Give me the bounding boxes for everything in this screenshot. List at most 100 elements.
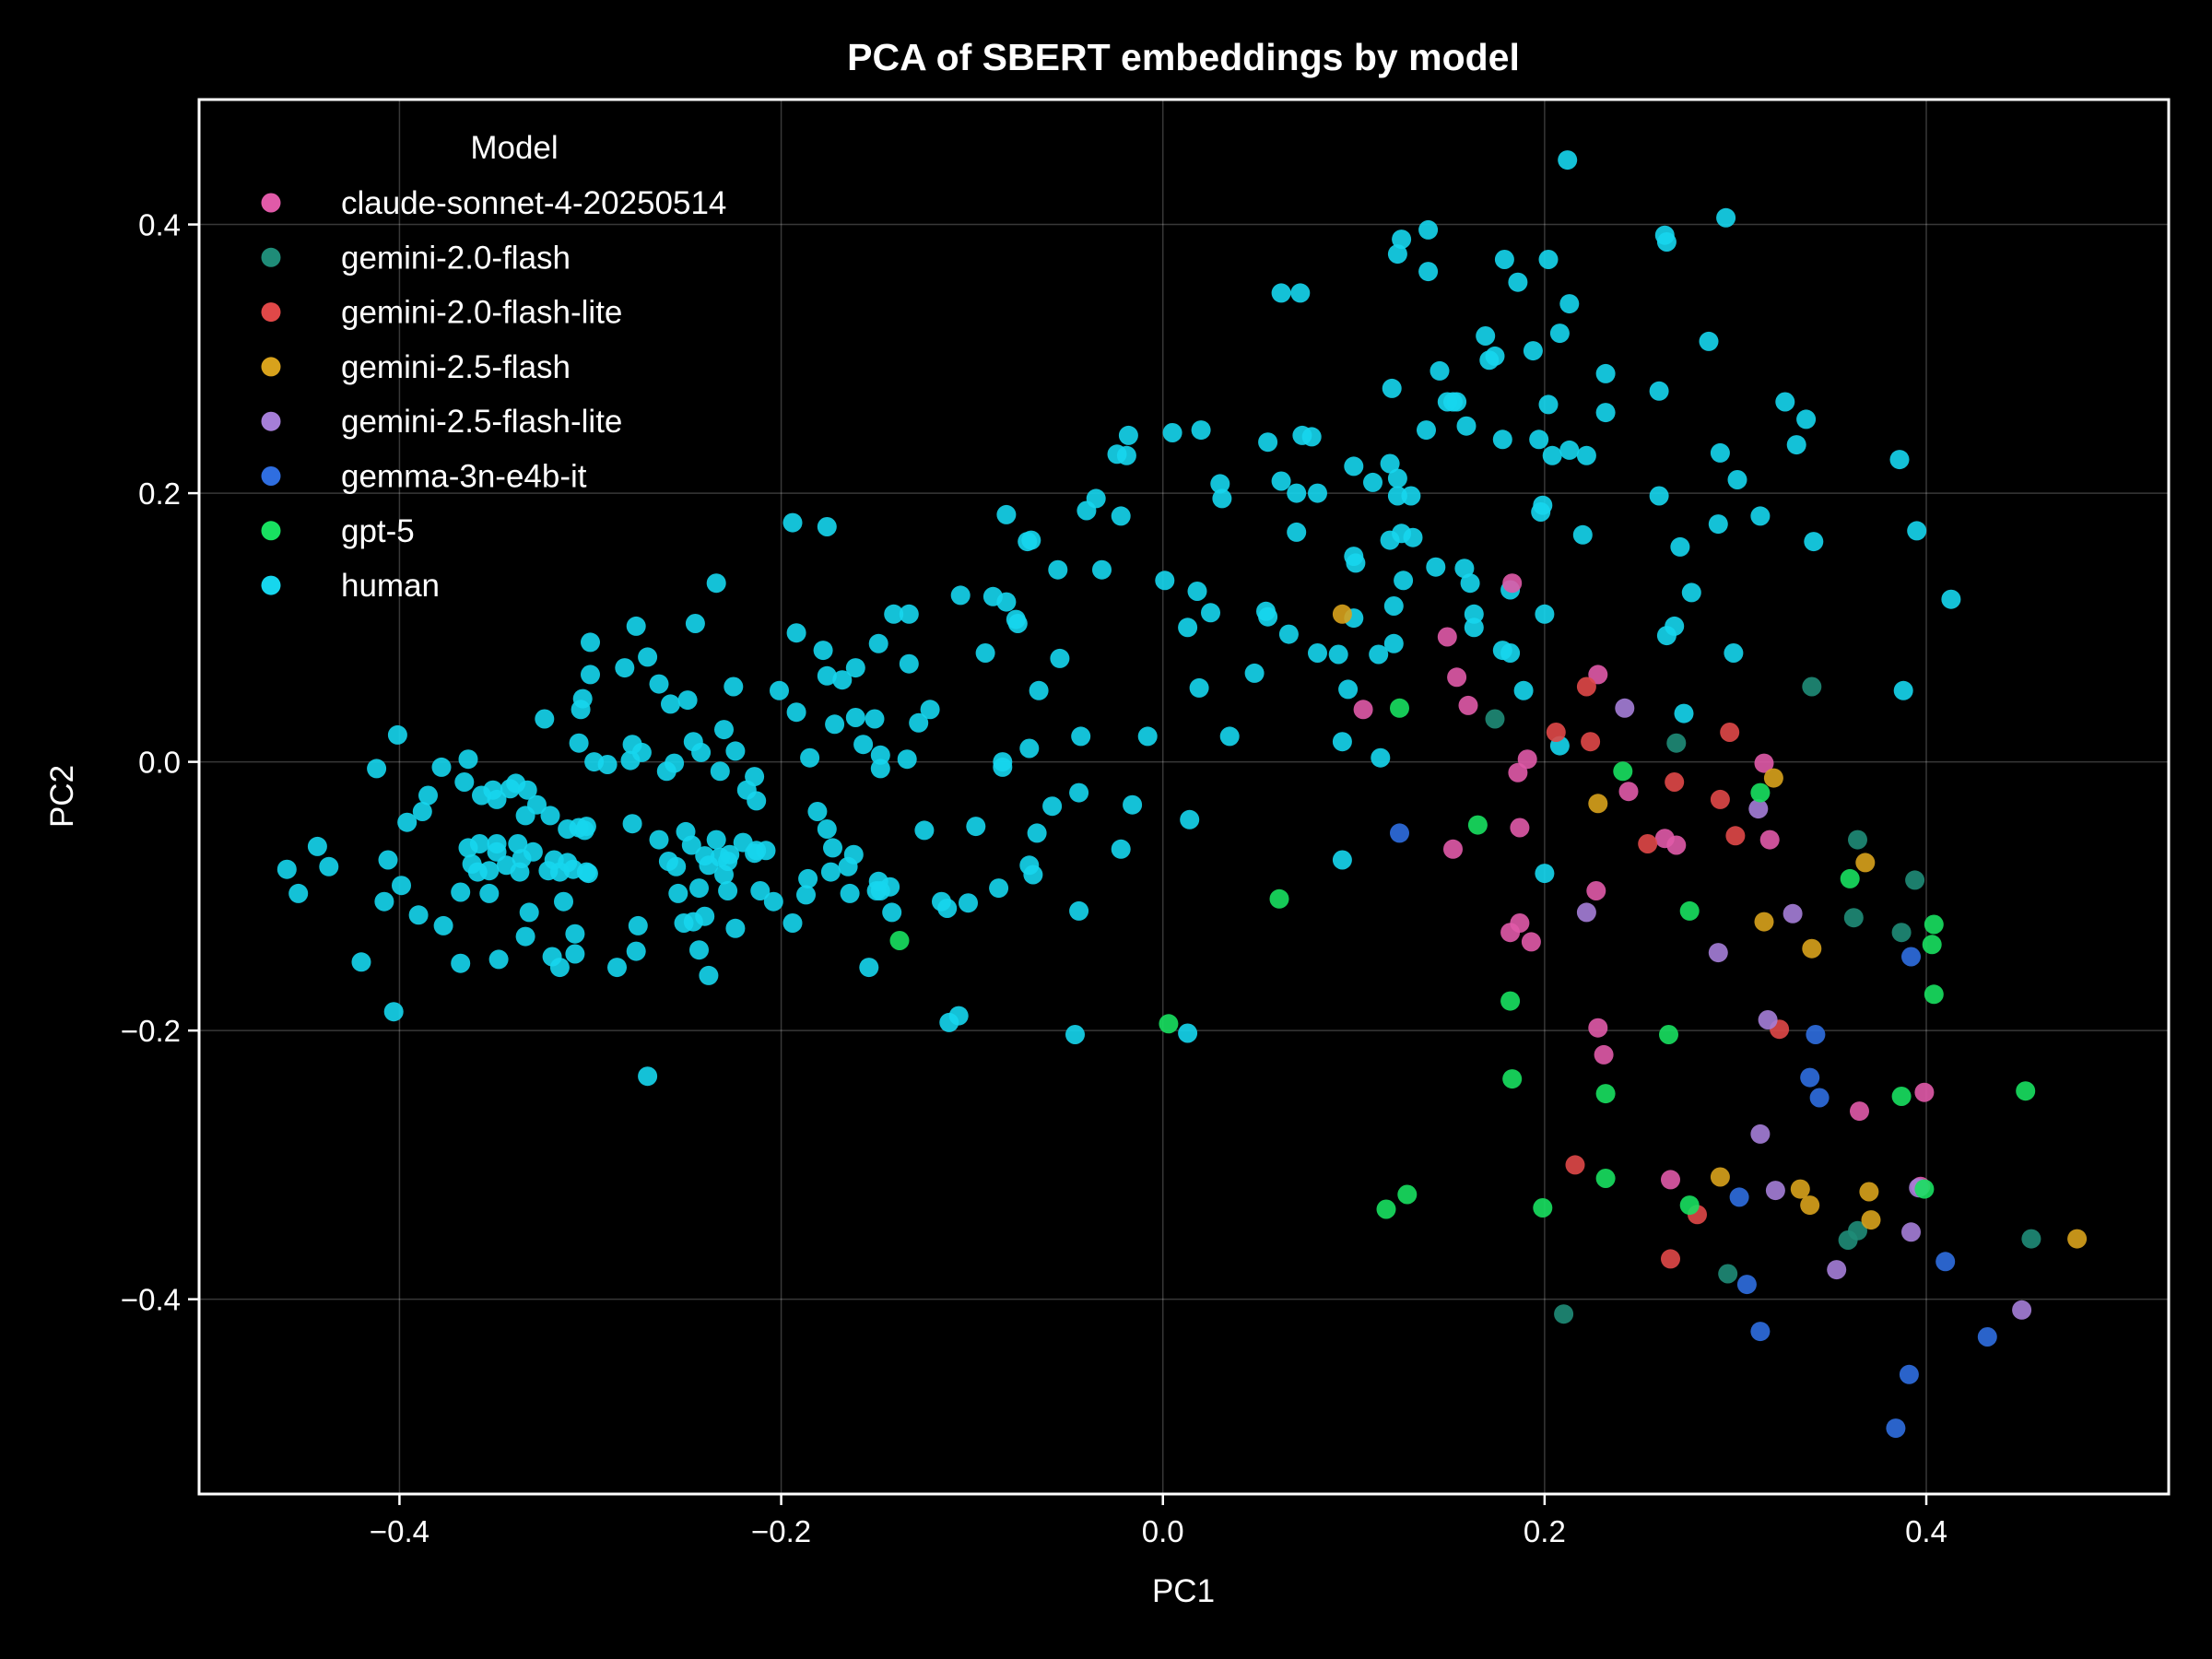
scatter-point — [1383, 596, 1404, 616]
scatter-point — [1758, 1010, 1778, 1030]
scatter-point — [1201, 603, 1220, 623]
scatter-point — [1765, 1181, 1785, 1201]
scatter-point — [1710, 442, 1730, 463]
scatter-point — [1763, 768, 1783, 788]
scatter-point — [1802, 938, 1822, 959]
x-tick-label: −0.4 — [370, 1514, 429, 1548]
scatter-point — [1258, 606, 1278, 627]
scatter-point — [1861, 1210, 1881, 1230]
scatter-point — [668, 883, 688, 903]
scatter-point — [832, 670, 853, 690]
scatter-point — [1513, 680, 1534, 700]
scatter-point — [1500, 923, 1521, 943]
scatter-point — [1111, 839, 1131, 859]
scatter-point — [782, 512, 803, 533]
scatter-point — [1071, 726, 1091, 747]
scatter-point — [565, 924, 585, 944]
scatter-point — [1019, 738, 1040, 759]
scatter-point — [1750, 506, 1771, 526]
scatter-point — [1565, 1155, 1585, 1175]
scatter-point — [458, 838, 478, 858]
scatter-point — [1549, 324, 1570, 344]
scatter-point — [1588, 1018, 1608, 1038]
scatter-point — [1287, 483, 1307, 503]
scatter-point — [1180, 809, 1200, 830]
scatter-point — [1159, 1014, 1179, 1034]
scatter-point — [1613, 761, 1633, 782]
scatter-point — [950, 585, 971, 606]
scatter-point — [800, 747, 820, 768]
scatter-point — [1021, 530, 1041, 550]
scatter-point — [710, 761, 730, 782]
scatter-point — [1210, 474, 1230, 494]
scatter-point — [807, 802, 828, 821]
scatter-point — [1754, 753, 1774, 773]
scatter-point — [1588, 665, 1608, 685]
scatter-point — [825, 714, 845, 735]
scatter-point — [2021, 1229, 2041, 1249]
scatter-point — [1383, 633, 1404, 653]
scatter-point — [1418, 262, 1439, 282]
scatter-point — [1850, 1101, 1869, 1122]
scatter-point — [565, 944, 585, 964]
scatter-point — [909, 712, 929, 733]
scatter-point — [1517, 749, 1537, 770]
scatter-point — [374, 891, 394, 912]
scatter-point — [500, 779, 520, 799]
scatter-point — [782, 913, 803, 933]
scatter-point — [554, 891, 573, 912]
scatter-point — [820, 862, 841, 882]
scatter-point — [1454, 559, 1475, 579]
legend-marker — [261, 357, 281, 377]
scatter-point — [1554, 1304, 1574, 1324]
scatter-point — [1899, 1364, 1919, 1384]
scatter-point — [1535, 864, 1555, 884]
scatter-point — [725, 741, 746, 761]
scatter-point — [549, 958, 570, 978]
plot-frame — [197, 98, 2171, 1496]
x-axis-label: PC1 — [1152, 1573, 1215, 1609]
scatter-point — [1382, 378, 1402, 398]
scatter-point — [467, 862, 488, 882]
scatter-point — [1716, 207, 1736, 228]
scatter-point — [1750, 782, 1771, 803]
scatter-point — [1576, 677, 1596, 697]
scatter-point — [1456, 416, 1477, 436]
scatter-point — [889, 931, 910, 950]
scatter-point — [1558, 150, 1578, 171]
scatter-point — [1914, 1179, 1935, 1199]
scatter-point — [581, 665, 600, 685]
scatter-point — [1595, 403, 1616, 423]
scatter-point — [1891, 1087, 1912, 1106]
scatter-point — [959, 893, 978, 913]
scatter-point — [1665, 772, 1685, 792]
scatter-point — [1069, 900, 1089, 921]
scatter-point — [1936, 1252, 1956, 1272]
scatter-point — [1538, 250, 1559, 269]
scatter-point — [607, 958, 627, 978]
scatter-point — [1595, 1169, 1616, 1188]
scatter-point — [691, 742, 712, 762]
scatter-point — [1376, 1199, 1396, 1219]
scatter-point — [1137, 726, 1158, 747]
scatter-point — [1387, 468, 1407, 488]
scatter-point — [1460, 573, 1480, 594]
scatter-point — [1941, 589, 1961, 609]
scatter-point — [2012, 1300, 2032, 1320]
scatter-point — [1661, 1170, 1680, 1190]
scatter-point — [1050, 648, 1070, 668]
scatter-point — [1092, 559, 1112, 580]
scatter-point — [2016, 1081, 2036, 1101]
scatter-point — [1594, 1044, 1614, 1065]
scatter-point — [1353, 700, 1373, 720]
scatter-point — [1656, 232, 1677, 252]
scatter-point — [920, 700, 940, 720]
y-tick-label: −0.2 — [121, 1014, 181, 1048]
legend-label: claude-sonnet-4-20250514 — [341, 185, 726, 221]
scatter-point — [666, 856, 687, 877]
scatter-point — [1800, 1067, 1820, 1088]
legend-label: gemma-3n-e4b-it — [341, 459, 587, 495]
scatter-point — [1155, 571, 1175, 591]
scatter-point — [1219, 726, 1240, 747]
scatter-point — [1649, 486, 1669, 506]
